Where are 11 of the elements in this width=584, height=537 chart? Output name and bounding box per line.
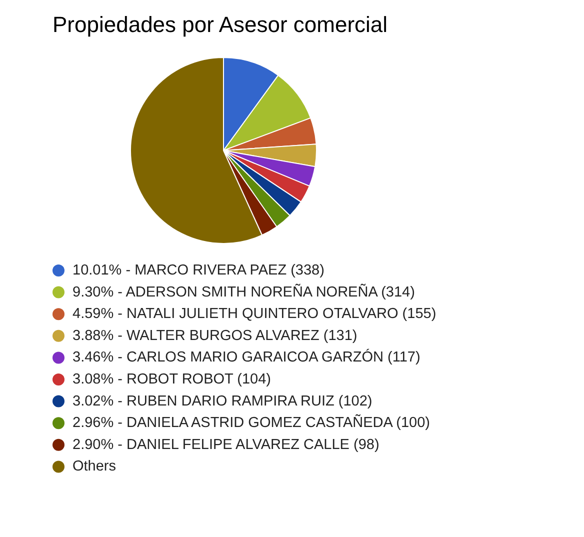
legend-label: 10.01% - MARCO RIVERA PAEZ (338) bbox=[72, 262, 324, 278]
legend-label: 2.96% - DANIELA ASTRID GOMEZ CASTAÑEDA (100) bbox=[72, 414, 430, 432]
legend-label: 2.90% - DANIEL FELIPE ALVAREZ CALLE (98) bbox=[72, 436, 380, 453]
legend-label: 3.88% - WALTER BURGOS ALVAREZ (131) bbox=[72, 328, 358, 344]
legend-label: 4.59% - NATALI JULIETH QUINTERO OTALVARO (155) bbox=[72, 306, 436, 322]
legend-label: 3.46% - CARLOS MARIO GARAICOA GARZÓN (117) bbox=[72, 348, 420, 366]
legend-label: 3.02% - RUBEN DARIO RAMPIRA RUIZ (102) bbox=[72, 393, 372, 410]
legend-label: Others bbox=[72, 458, 116, 475]
legend-label: 9.30% - ADERSON SMITH NOREÑA NOREÑA (314) bbox=[72, 283, 415, 300]
chart-title: Propiedades por Asesor comercial bbox=[52, 12, 388, 37]
legend-label: 3.08% - ROBOT ROBOT (104) bbox=[72, 372, 271, 388]
